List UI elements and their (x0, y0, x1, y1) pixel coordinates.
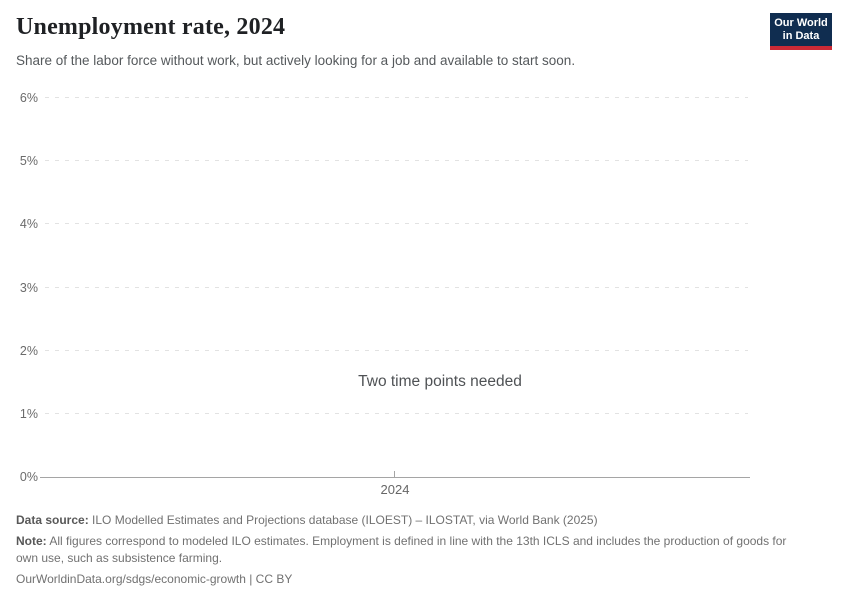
y-tick-label-5%: 5% (19, 154, 38, 169)
owid-url: OurWorldinData.org/sdgs/economic-growth (16, 572, 246, 586)
plot-area: Two time points needed (45, 97, 748, 477)
y-tick-label-2%: 2% (19, 343, 38, 358)
note-text: All figures correspond to modeled ILO es… (16, 534, 787, 565)
gridline-4% (45, 223, 748, 225)
owid-logo: Our World in Data (770, 13, 832, 50)
owid-logo-text: Our World in Data (770, 13, 832, 46)
gridline-2% (45, 349, 748, 351)
owid-logo-line1: Our World (774, 17, 828, 29)
y-tick-label-1%: 1% (19, 406, 38, 421)
y-tick-label-6%: 6% (19, 91, 38, 105)
gridline-6% (45, 97, 748, 98)
y-axis-labels: 0% 1% 2% 3% 4% 5% 6% (0, 92, 39, 484)
y-tick-label-0%: 0% (19, 470, 38, 484)
url-line: OurWorldinData.org/sdgs/economic-growth … (16, 571, 796, 588)
gridline-5% (45, 160, 748, 162)
license-label: CC BY (255, 572, 293, 586)
gridline-1% (45, 412, 748, 414)
chart-title: Unemployment rate, 2024 (16, 14, 286, 40)
url-license-separator: | (245, 572, 256, 586)
owid-logo-line2: in Data (782, 30, 820, 42)
owid-logo-red-bar (770, 46, 832, 50)
note-label: Note: (16, 534, 47, 548)
data-source-text: ILO Modelled Estimates and Projections d… (88, 513, 598, 527)
data-source-label: Data source: (16, 513, 89, 527)
x-axis-tick-label: 2024 (380, 482, 410, 497)
chart-footer: Data source: ILO Modelled Estimates and … (16, 512, 796, 588)
x-axis-line (40, 477, 750, 478)
gridline-3% (45, 286, 748, 288)
data-source-line: Data source: ILO Modelled Estimates and … (16, 512, 796, 529)
x-axis-tick-mark (394, 471, 395, 477)
chart-subtitle: Share of the labor force without work, b… (16, 53, 576, 68)
note-line: Note: All figures correspond to modeled … (16, 533, 796, 567)
y-tick-label-4%: 4% (19, 217, 38, 232)
chart-empty-message: Two time points needed (350, 373, 530, 391)
y-tick-label-3%: 3% (19, 280, 38, 295)
